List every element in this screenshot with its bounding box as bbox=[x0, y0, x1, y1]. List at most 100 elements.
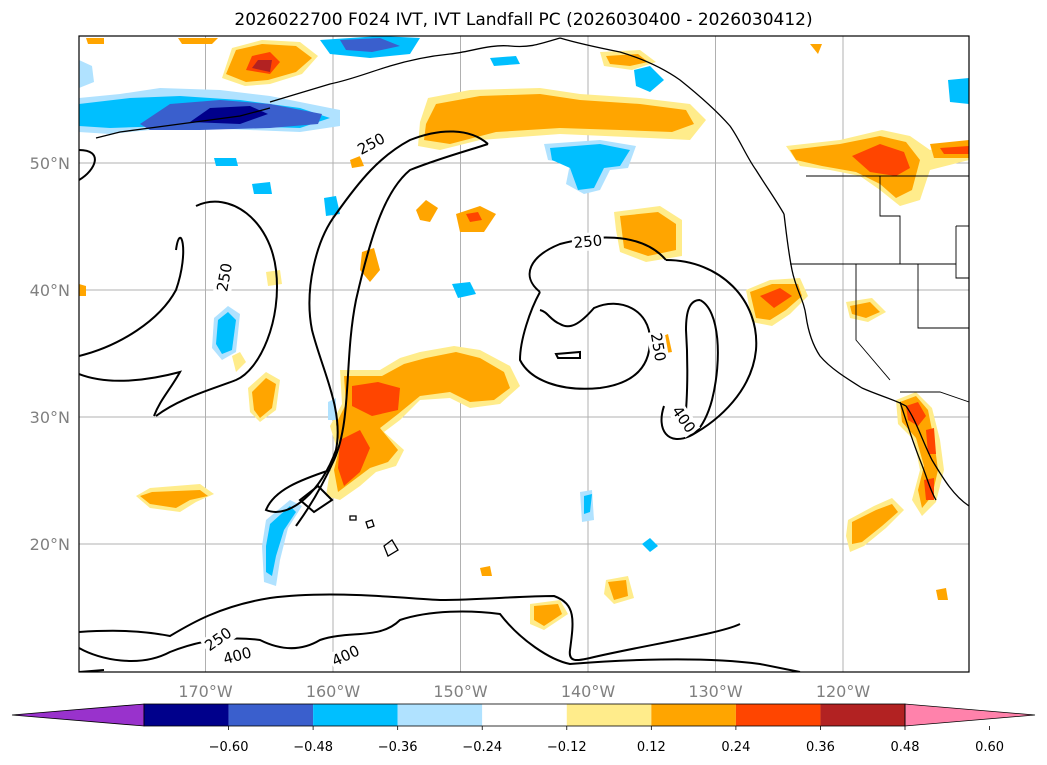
latitude-tick-label: 20°N bbox=[30, 535, 70, 554]
shade-positive-region bbox=[480, 566, 492, 576]
shade-positive-region bbox=[926, 428, 936, 454]
ivt-contour-line bbox=[298, 484, 334, 514]
ivt-contour-line bbox=[79, 593, 741, 662]
longitude-tick-label: 140°W bbox=[561, 682, 616, 701]
colorbar-extend-max bbox=[904, 703, 1036, 727]
shade-negative-region bbox=[584, 494, 592, 514]
ivt-shading bbox=[79, 36, 969, 630]
shade-negative-region bbox=[214, 158, 238, 166]
shade-positive-region bbox=[360, 248, 380, 282]
ivt-contour-line bbox=[264, 130, 489, 513]
longitude-tick-label: 150°W bbox=[433, 682, 488, 701]
colorbar-segment bbox=[144, 704, 229, 726]
longitude-tick-label: 130°W bbox=[688, 682, 743, 701]
shade-positive-region bbox=[266, 270, 282, 286]
coastline-alaska bbox=[269, 37, 561, 103]
shade-negative-region bbox=[340, 38, 400, 52]
colorbar-tick-label: −0.12 bbox=[547, 740, 587, 755]
map-frame bbox=[78, 35, 970, 673]
ivt-contour-line bbox=[79, 370, 183, 417]
coastline-alaska bbox=[559, 37, 785, 215]
border-state bbox=[955, 226, 969, 279]
shade-negative-region bbox=[216, 312, 236, 354]
colorbar: −0.60 −0.48 −0.36 −0.24 −0.12 0.12 0.24 0.36 0.4… bbox=[11, 703, 1036, 755]
colorbar-tick-label: −0.48 bbox=[293, 740, 333, 755]
colorbar-segment bbox=[735, 704, 821, 726]
colorbar-tick-label: 0.48 bbox=[891, 740, 920, 755]
shade-positive-region bbox=[760, 288, 792, 308]
contour-label-background bbox=[219, 642, 256, 669]
shade-negative-region bbox=[948, 78, 969, 104]
ivt-contour-line bbox=[528, 236, 667, 293]
border-state bbox=[917, 264, 969, 329]
shade-positive-region bbox=[906, 402, 926, 426]
shade-negative-region bbox=[324, 196, 340, 216]
shade-positive-region bbox=[936, 588, 948, 600]
shade-positive-region bbox=[350, 156, 364, 168]
ivt-contour-line bbox=[79, 610, 801, 672]
ivt-contour-line bbox=[295, 143, 489, 527]
shade-negative-region bbox=[550, 144, 630, 190]
border-us-mexico bbox=[900, 391, 969, 403]
map-title: 2026022700 F024 IVT, IVT Landfall PC (20… bbox=[234, 10, 813, 30]
shade-positive-region bbox=[252, 60, 272, 72]
shade-positive-region bbox=[924, 478, 934, 500]
contour-label-background bbox=[199, 622, 237, 656]
shade-positive-region bbox=[534, 604, 562, 626]
coastline-islands bbox=[349, 515, 357, 521]
contour-label-background bbox=[327, 640, 365, 671]
contour-label: 250 bbox=[213, 262, 236, 293]
ivt-contour-line bbox=[660, 259, 758, 441]
shade-positive-region bbox=[79, 284, 86, 296]
shade-positive-region bbox=[252, 378, 276, 418]
shade-positive-region bbox=[810, 44, 822, 54]
colorbar-extend-min bbox=[11, 703, 145, 727]
shade-positive-region bbox=[852, 144, 910, 176]
latitude-labels: 50°N 40°N 30°N 20°N bbox=[30, 154, 70, 554]
coastline-islands bbox=[383, 539, 399, 557]
colorbar-tick-label: 0.24 bbox=[721, 740, 750, 755]
shade-positive-region bbox=[852, 504, 898, 544]
coastline-west-coast bbox=[783, 213, 969, 507]
colorbar-segment bbox=[482, 704, 567, 726]
shade-positive-region bbox=[416, 200, 438, 222]
shade-positive-region bbox=[352, 382, 400, 416]
border-state bbox=[855, 264, 891, 381]
longitude-tick-label: 170°W bbox=[178, 682, 233, 701]
shade-positive-region bbox=[940, 146, 969, 154]
latitude-tick-label: 40°N bbox=[30, 281, 70, 300]
colorbar-segment bbox=[228, 704, 314, 726]
shade-positive-region bbox=[850, 302, 880, 318]
coastlines bbox=[95, 37, 969, 557]
shade-positive-region bbox=[140, 490, 208, 508]
coastline-aleutians bbox=[95, 107, 271, 139]
coastline-islands bbox=[365, 519, 375, 529]
colorbar-tick-label: −0.60 bbox=[209, 740, 249, 755]
contour-label-background bbox=[571, 231, 605, 253]
colorbar-tick-label: 0.60 bbox=[975, 740, 1004, 755]
contour-label-background bbox=[667, 401, 701, 438]
ivt-contour-line bbox=[155, 200, 278, 417]
shade-negative-region bbox=[266, 506, 296, 576]
ivt-contour-line bbox=[79, 236, 185, 357]
contour-label-background bbox=[212, 259, 237, 295]
ivt-contour-line bbox=[554, 350, 581, 359]
shade-positive-region bbox=[606, 54, 648, 66]
colorbar-segment bbox=[820, 704, 905, 726]
shade-negative-region bbox=[634, 66, 664, 92]
shade-positive-region bbox=[466, 212, 482, 222]
contour-label: 250 bbox=[647, 331, 670, 362]
colorbar-tick-label: −0.36 bbox=[378, 740, 418, 755]
longitude-tick-label: 120°W bbox=[816, 682, 871, 701]
longitude-tick-label: 160°W bbox=[306, 682, 361, 701]
colorbar-tick-label: 0.12 bbox=[637, 740, 666, 755]
colorbar-segment bbox=[397, 704, 483, 726]
latitude-tick-label: 30°N bbox=[30, 408, 70, 427]
shade-negative-region bbox=[490, 56, 520, 66]
contour-label-background bbox=[352, 128, 390, 160]
graticule bbox=[79, 36, 969, 672]
shade-negative-region bbox=[252, 182, 272, 194]
colorbar-segment bbox=[566, 704, 652, 726]
